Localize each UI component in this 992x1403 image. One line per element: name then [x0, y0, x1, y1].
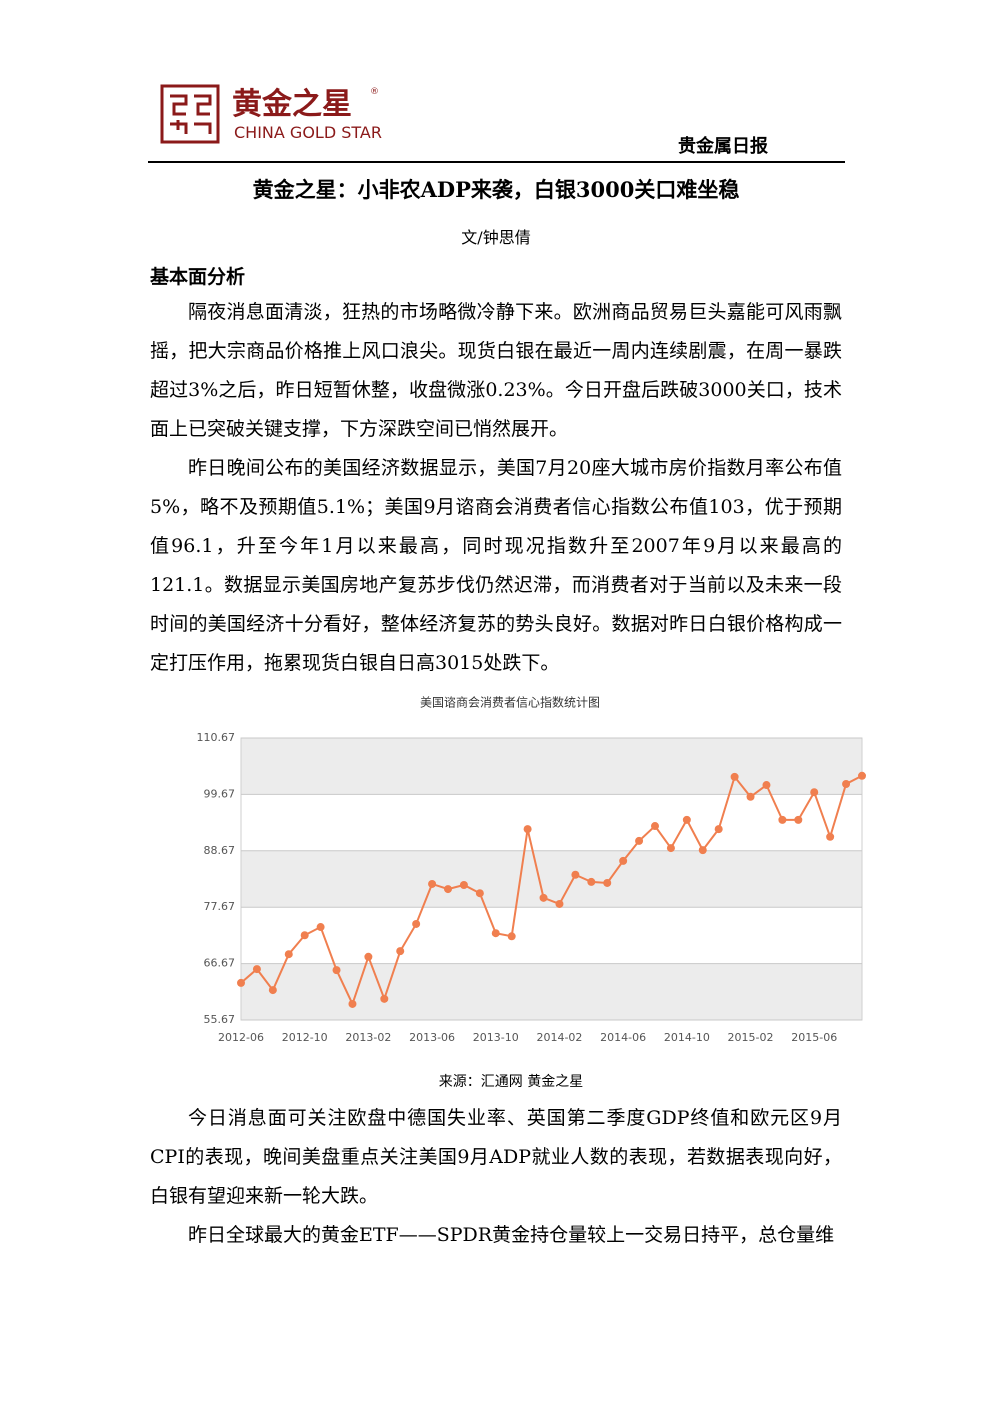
x-tick-label: 2012-10 [282, 1031, 328, 1044]
data-point [555, 899, 564, 908]
data-point [268, 986, 277, 995]
data-line [240, 774, 863, 1007]
data-point [380, 994, 389, 1003]
data-point [300, 931, 309, 940]
data-point [459, 880, 468, 889]
data-point [810, 788, 819, 797]
article-title: 黄金之星：小非农ADP来袭，白银3000关口难坐稳 [252, 177, 740, 202]
data-point [666, 844, 675, 853]
logo-mark: ® [370, 87, 379, 97]
data-point [698, 846, 707, 855]
x-tick-label: 2013-10 [473, 1031, 519, 1044]
data-point [762, 781, 771, 790]
x-tick-label: 2015-06 [791, 1031, 837, 1044]
data-point [284, 950, 293, 959]
data-point [651, 822, 659, 831]
x-tick-label: 2014-06 [600, 1031, 646, 1044]
data-point [348, 999, 357, 1008]
data-point [507, 932, 516, 941]
data-point [252, 965, 261, 974]
y-tick-label: 99.67 [204, 787, 236, 800]
plot-band [241, 738, 862, 795]
x-tick-label: 2015-02 [728, 1031, 774, 1044]
data-point [475, 889, 484, 898]
data-point [412, 919, 421, 928]
plot-band [241, 907, 862, 964]
logo-frame [160, 84, 220, 144]
x-tick-label: 2012-06 [218, 1031, 264, 1044]
data-point [682, 815, 691, 824]
x-tick-label: 2013-06 [409, 1031, 455, 1044]
y-tick-label: 55.67 [204, 1013, 236, 1026]
data-point [730, 772, 739, 781]
y-tick-label: 66.67 [204, 957, 236, 970]
data-point [842, 779, 851, 788]
paragraph: 昨日晚间公布的美国经济数据显示，美国7月20座大城市房价指数月率公布值5%，略不… [150, 457, 842, 674]
data-point [571, 870, 580, 879]
paragraph: 昨日全球最大的黄金ETF——SPDR黄金持仓量较上一交易日持平，总仓量维 [188, 1224, 835, 1246]
data-point [364, 952, 373, 961]
data-point [778, 815, 787, 824]
y-tick-label: 77.67 [204, 900, 236, 913]
x-tick-label: 2014-10 [664, 1031, 710, 1044]
logo-pattern [170, 94, 212, 134]
section-heading: 基本面分析 [150, 266, 246, 288]
x-tick-label: 2013-02 [345, 1031, 391, 1044]
data-point [428, 879, 437, 888]
logo-en: CHINA GOLD STAR [234, 123, 382, 142]
data-point [603, 878, 612, 887]
plot-band [241, 850, 862, 908]
data-point [635, 836, 644, 845]
data-point [396, 947, 405, 956]
data-point [619, 856, 628, 865]
data-point [826, 832, 835, 841]
paragraph: 隔夜消息面清淡，狂热的市场略微冷静下来。欧洲商品贸易巨头嘉能可风雨飘摇，把大宗商… [150, 301, 842, 440]
data-point [491, 929, 500, 938]
chart-source: 来源：汇通网 黄金之星 [438, 1074, 584, 1090]
logo: 黄金之星 ® CHINA GOLD STAR [160, 84, 382, 144]
y-tick-label: 110.67 [197, 731, 236, 744]
data-point [237, 978, 245, 987]
data-point [746, 792, 755, 801]
author: 文/钟思倩 [461, 228, 531, 247]
plot-band [241, 794, 862, 851]
data-point [316, 923, 325, 932]
data-point [587, 877, 596, 886]
data-point [858, 771, 866, 780]
data-point [444, 885, 452, 894]
data-point [332, 966, 341, 975]
logo-cn: 黄金之星 [232, 87, 352, 122]
data-point [794, 815, 803, 824]
data-point [714, 825, 723, 834]
paragraph: 今日消息面可关注欧盘中德国失业率、英国第二季度GDP终值和欧元区9月CPI的表现… [150, 1107, 842, 1207]
plot-band [241, 963, 862, 1020]
section-label: 贵金属日报 [678, 136, 768, 157]
chart-title: 美国谘商会消费者信心指数统计图 [420, 695, 600, 710]
y-tick-label: 88.67 [204, 844, 236, 857]
data-point [539, 893, 548, 902]
data-point [523, 825, 532, 834]
header-rule [148, 161, 845, 163]
chart: 美国谘商会消费者信心指数统计图 55.67 66.67 77.67 88.67 99.6… [197, 695, 866, 1044]
x-tick-label: 2014-02 [536, 1031, 582, 1044]
